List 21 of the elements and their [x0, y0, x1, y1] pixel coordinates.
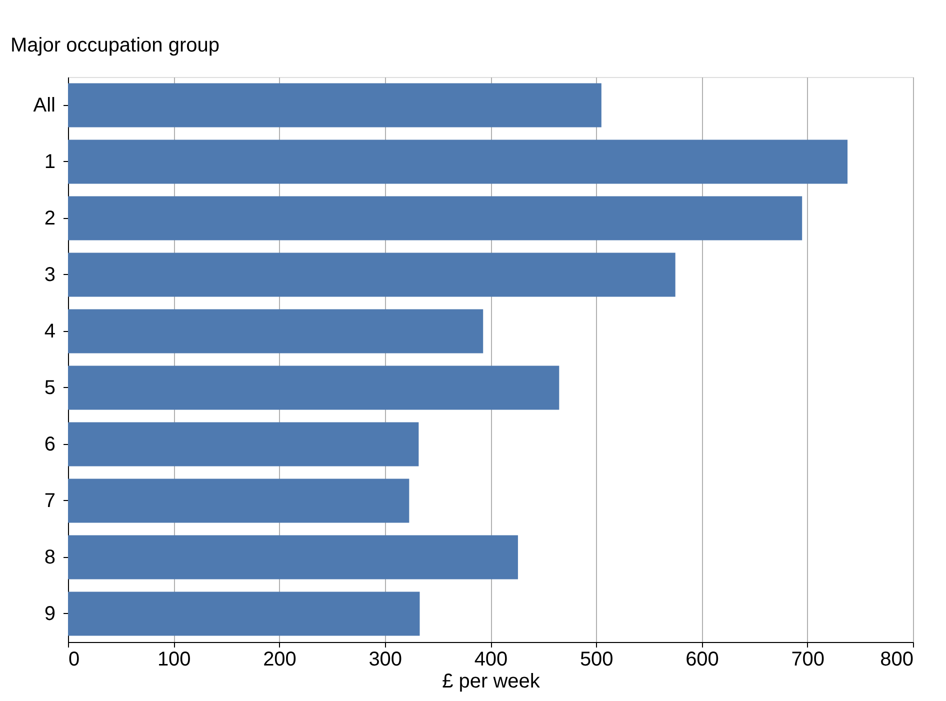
y-tick-label: 6	[44, 433, 56, 456]
y-tick-label: 5	[44, 376, 56, 399]
x-axis-title: £ per week	[442, 670, 541, 692]
x-tick-label: 700	[791, 648, 825, 670]
y-tick-label: 1	[44, 150, 56, 173]
y-tick-label: 9	[44, 602, 56, 625]
x-tick-label: 400	[474, 648, 508, 670]
x-tick-label: 200	[263, 648, 296, 670]
y-tick-label: 2	[44, 207, 56, 230]
y-tick-label: 8	[44, 546, 56, 568]
x-tick-label: 500	[580, 648, 614, 670]
y-tick-label: 4	[44, 320, 56, 342]
y-tick-label: 7	[44, 490, 56, 512]
x-tick-label: 100	[157, 648, 191, 670]
x-tick-label: 800	[880, 648, 914, 670]
y-axis-title: Major occupation group	[10, 34, 220, 56]
x-tick-label: 300	[368, 648, 402, 670]
x-tick-label: 0	[68, 648, 80, 670]
y-tick-label: 3	[44, 264, 56, 286]
x-tick-label: 600	[686, 648, 719, 670]
y-tick-label: All	[33, 94, 56, 116]
